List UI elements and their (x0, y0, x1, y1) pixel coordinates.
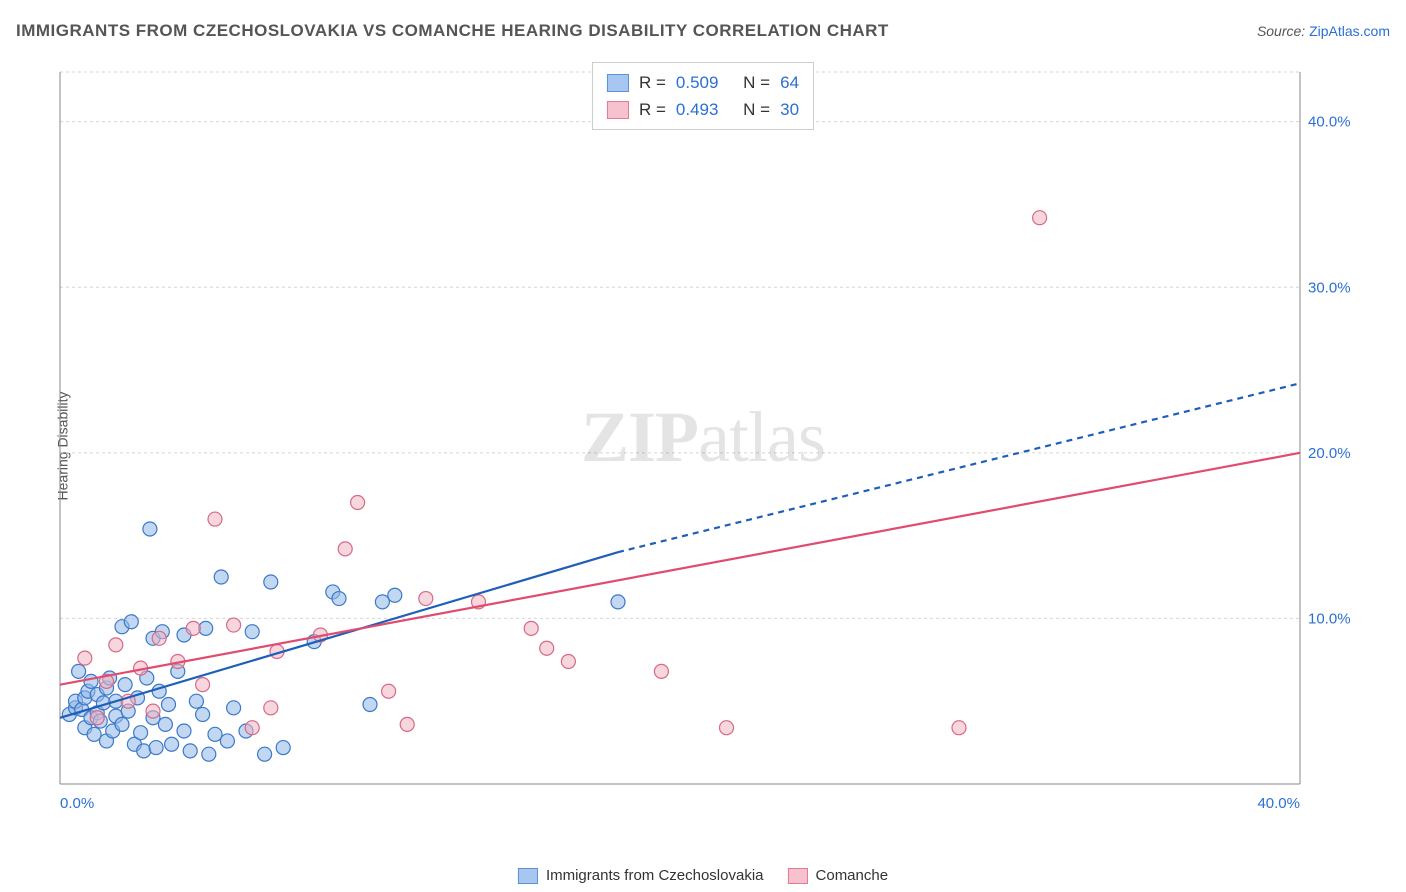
r-label-1: R = (639, 96, 666, 123)
svg-text:0.0%: 0.0% (60, 795, 94, 812)
chart-svg: 10.0% 20.0% 30.0% 40.0% 0.0% 40.0% (50, 62, 1370, 832)
n-label-0: N = (743, 69, 770, 96)
series-legend-item-0: Immigrants from Czechoslovakia (518, 867, 764, 884)
svg-text:40.0%: 40.0% (1257, 795, 1300, 812)
source-label: Source: (1257, 23, 1305, 39)
svg-text:40.0%: 40.0% (1308, 114, 1351, 131)
source-link[interactable]: ZipAtlas.com (1309, 23, 1390, 39)
n-value-1: 30 (780, 96, 799, 123)
svg-text:10.0%: 10.0% (1308, 610, 1351, 627)
series-legend-item-1: Comanche (788, 867, 889, 884)
series-label-0: Immigrants from Czechoslovakia (546, 867, 764, 884)
stats-swatch-1 (607, 101, 629, 119)
stats-legend-row-1: R = 0.493 N = 30 (607, 96, 799, 123)
n-value-0: 64 (780, 69, 799, 96)
svg-text:30.0%: 30.0% (1308, 279, 1351, 296)
header-bar: IMMIGRANTS FROM CZECHOSLOVAKIA VS COMANC… (16, 16, 1390, 46)
r-value-1: 0.493 (676, 96, 719, 123)
stats-swatch-0 (607, 74, 629, 92)
series-swatch-0 (518, 868, 538, 884)
svg-text:20.0%: 20.0% (1308, 445, 1351, 462)
r-value-0: 0.509 (676, 69, 719, 96)
n-label-1: N = (743, 96, 770, 123)
source-credit: Source: ZipAtlas.com (1257, 23, 1390, 39)
chart-container: IMMIGRANTS FROM CZECHOSLOVAKIA VS COMANC… (0, 0, 1406, 892)
series-legend: Immigrants from Czechoslovakia Comanche (518, 867, 888, 884)
chart-title: IMMIGRANTS FROM CZECHOSLOVAKIA VS COMANC… (16, 21, 889, 41)
plot-area: 10.0% 20.0% 30.0% 40.0% 0.0% 40.0% (50, 62, 1370, 832)
stats-legend-row-0: R = 0.509 N = 64 (607, 69, 799, 96)
r-label-0: R = (639, 69, 666, 96)
series-label-1: Comanche (816, 867, 889, 884)
stats-legend: R = 0.509 N = 64 R = 0.493 N = 30 (592, 62, 814, 130)
series-swatch-1 (788, 868, 808, 884)
